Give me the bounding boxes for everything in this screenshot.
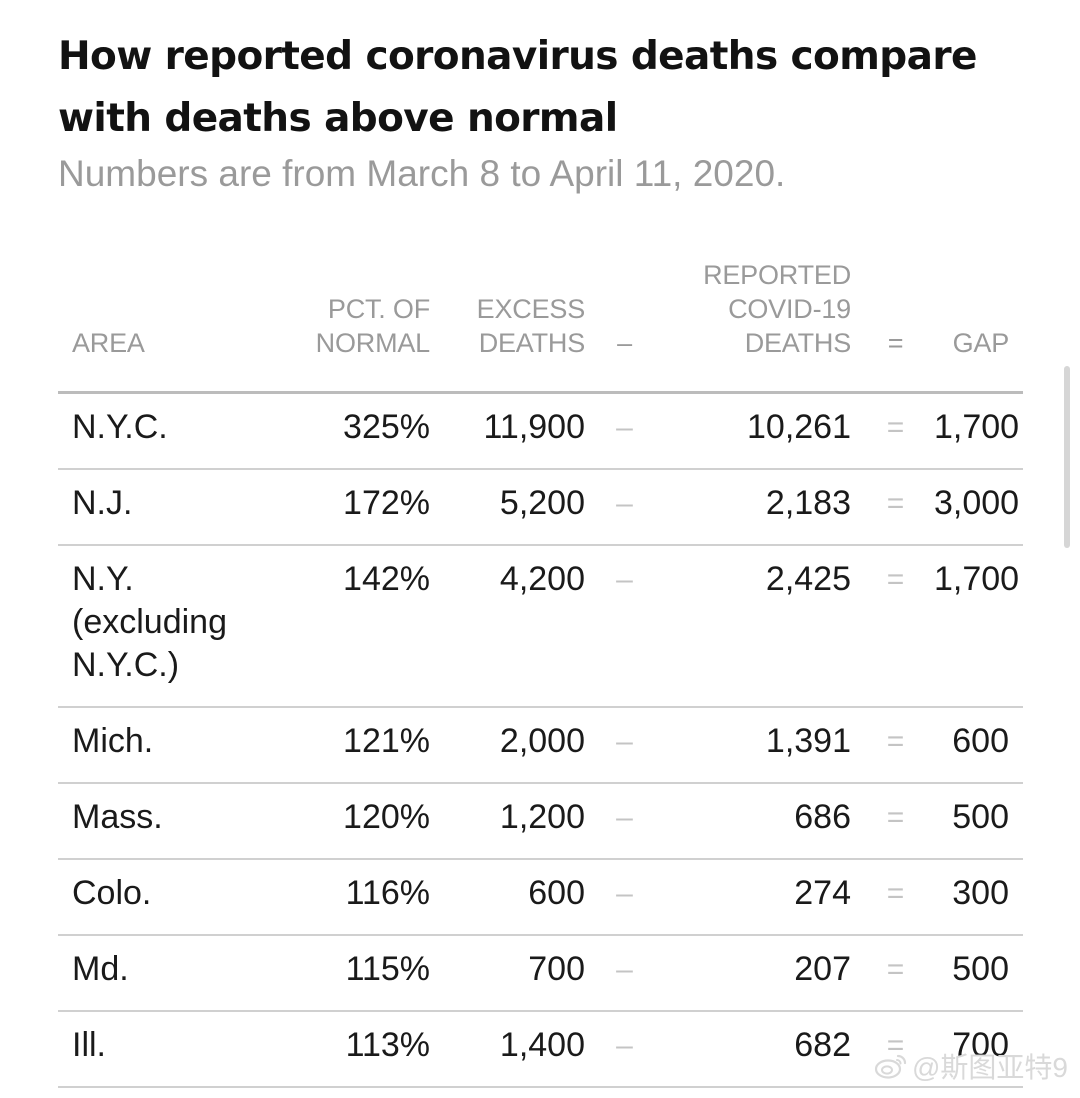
table-body: N.Y.C. 325% 11,900 – 10,261 = 1,700 N.J.… [58,392,1023,1088]
table-row: Mass. 120% 1,200 – 686 = 500 [58,783,1023,860]
column-header-reported: REPORTED COVID-19 DEATHS [658,258,851,394]
cell-minus: – [585,469,658,546]
column-header-excess-label: EXCESS DEATHS [476,294,586,358]
table-header: AREA PCT. OF NORMAL EXCESS DEATHS – REPO… [58,258,1023,394]
cell-reported: 10,261 [658,392,851,470]
data-table: AREA PCT. OF NORMAL EXCESS DEATHS – REPO… [58,258,1023,1088]
cell-reported: 686 [658,783,851,860]
column-header-minus: – [585,258,658,394]
table-header-row: AREA PCT. OF NORMAL EXCESS DEATHS – REPO… [58,258,1023,394]
cell-equals: = [851,859,934,936]
scrollbar-thumb[interactable] [1064,366,1070,548]
table-row: N.Y. (excluding N.Y.C.) 142% 4,200 – 2,4… [58,545,1023,708]
column-header-equals: = [851,258,934,394]
table-row: Mich. 121% 2,000 – 1,391 = 600 [58,707,1023,784]
cell-area: Ill. [58,1011,253,1088]
chart-header: How reported coronavirus deaths compare … [58,26,1038,197]
table-row: N.Y.C. 325% 11,900 – 10,261 = 1,700 [58,392,1023,470]
cell-minus: – [585,1011,658,1088]
cell-excess: 1,400 [430,1011,585,1088]
cell-equals: = [851,1011,934,1088]
cell-reported: 2,425 [658,545,851,708]
cell-minus: – [585,783,658,860]
table-row: Colo. 116% 600 – 274 = 300 [58,859,1023,936]
cell-area: Mass. [58,783,253,860]
cell-gap: 500 [934,783,1023,860]
cell-gap: 700 [934,1011,1023,1088]
cell-equals: = [851,783,934,860]
cell-gap: 600 [934,707,1023,784]
cell-equals: = [851,469,934,546]
watermark: @斯图亚特9 [874,1046,1068,1086]
cell-gap: 3,000 [934,469,1023,546]
cell-gap: 1,700 [934,392,1023,470]
cell-area: N.Y. (excluding N.Y.C.) [58,545,253,708]
data-table-container: AREA PCT. OF NORMAL EXCESS DEATHS – REPO… [58,258,1023,1088]
cell-reported: 2,183 [658,469,851,546]
table-row: Md. 115% 700 – 207 = 500 [58,935,1023,1012]
column-header-reported-label: REPORTED COVID-19 DEATHS [703,260,851,358]
cell-equals: = [851,392,934,470]
cell-pct: 121% [253,707,430,784]
cell-excess: 4,200 [430,545,585,708]
cell-pct: 116% [253,859,430,936]
cell-area: Md. [58,935,253,1012]
cell-minus: – [585,707,658,784]
column-header-gap: GAP [934,258,1023,394]
cell-gap: 1,700 [934,545,1023,708]
column-header-area: AREA [58,258,253,394]
cell-reported: 1,391 [658,707,851,784]
cell-excess: 5,200 [430,469,585,546]
cell-gap: 300 [934,859,1023,936]
column-header-pct-label: PCT. OF NORMAL [315,294,431,358]
cell-pct: 113% [253,1011,430,1088]
column-header-pct: PCT. OF NORMAL [253,258,431,394]
cell-minus: – [585,935,658,1012]
chart-subtitle: Numbers are from March 8 to April 11, 20… [58,153,786,194]
cell-minus: – [585,545,658,708]
cell-excess: 600 [430,859,585,936]
cell-excess: 2,000 [430,707,585,784]
cell-reported: 207 [658,935,851,1012]
table-row: N.J. 172% 5,200 – 2,183 = 3,000 [58,469,1023,546]
watermark-text: @斯图亚特9 [912,1052,1068,1083]
cell-pct: 115% [253,935,430,1012]
cell-area: N.J. [58,469,253,546]
cell-gap: 500 [934,935,1023,1012]
cell-area: N.Y.C. [58,392,253,470]
cell-minus: – [585,392,658,470]
cell-pct: 142% [253,545,430,708]
cell-excess: 700 [430,935,585,1012]
table-row: Ill. 113% 1,400 – 682 = 700 [58,1011,1023,1088]
cell-equals: = [851,707,934,784]
cell-reported: 682 [658,1011,851,1088]
cell-pct: 172% [253,469,430,546]
weibo-logo-icon [874,1054,907,1079]
cell-excess: 11,900 [430,392,585,470]
cell-area: Colo. [58,859,253,936]
cell-excess: 1,200 [430,783,585,860]
column-header-excess: EXCESS DEATHS [430,258,586,394]
cell-equals: = [851,935,934,1012]
chart-title: How reported coronavirus deaths compare … [58,34,977,141]
cell-equals: = [851,545,934,708]
cell-reported: 274 [658,859,851,936]
cell-pct: 120% [253,783,430,860]
cell-minus: – [585,859,658,936]
cell-area: Mich. [58,707,253,784]
cell-pct: 325% [253,392,430,470]
